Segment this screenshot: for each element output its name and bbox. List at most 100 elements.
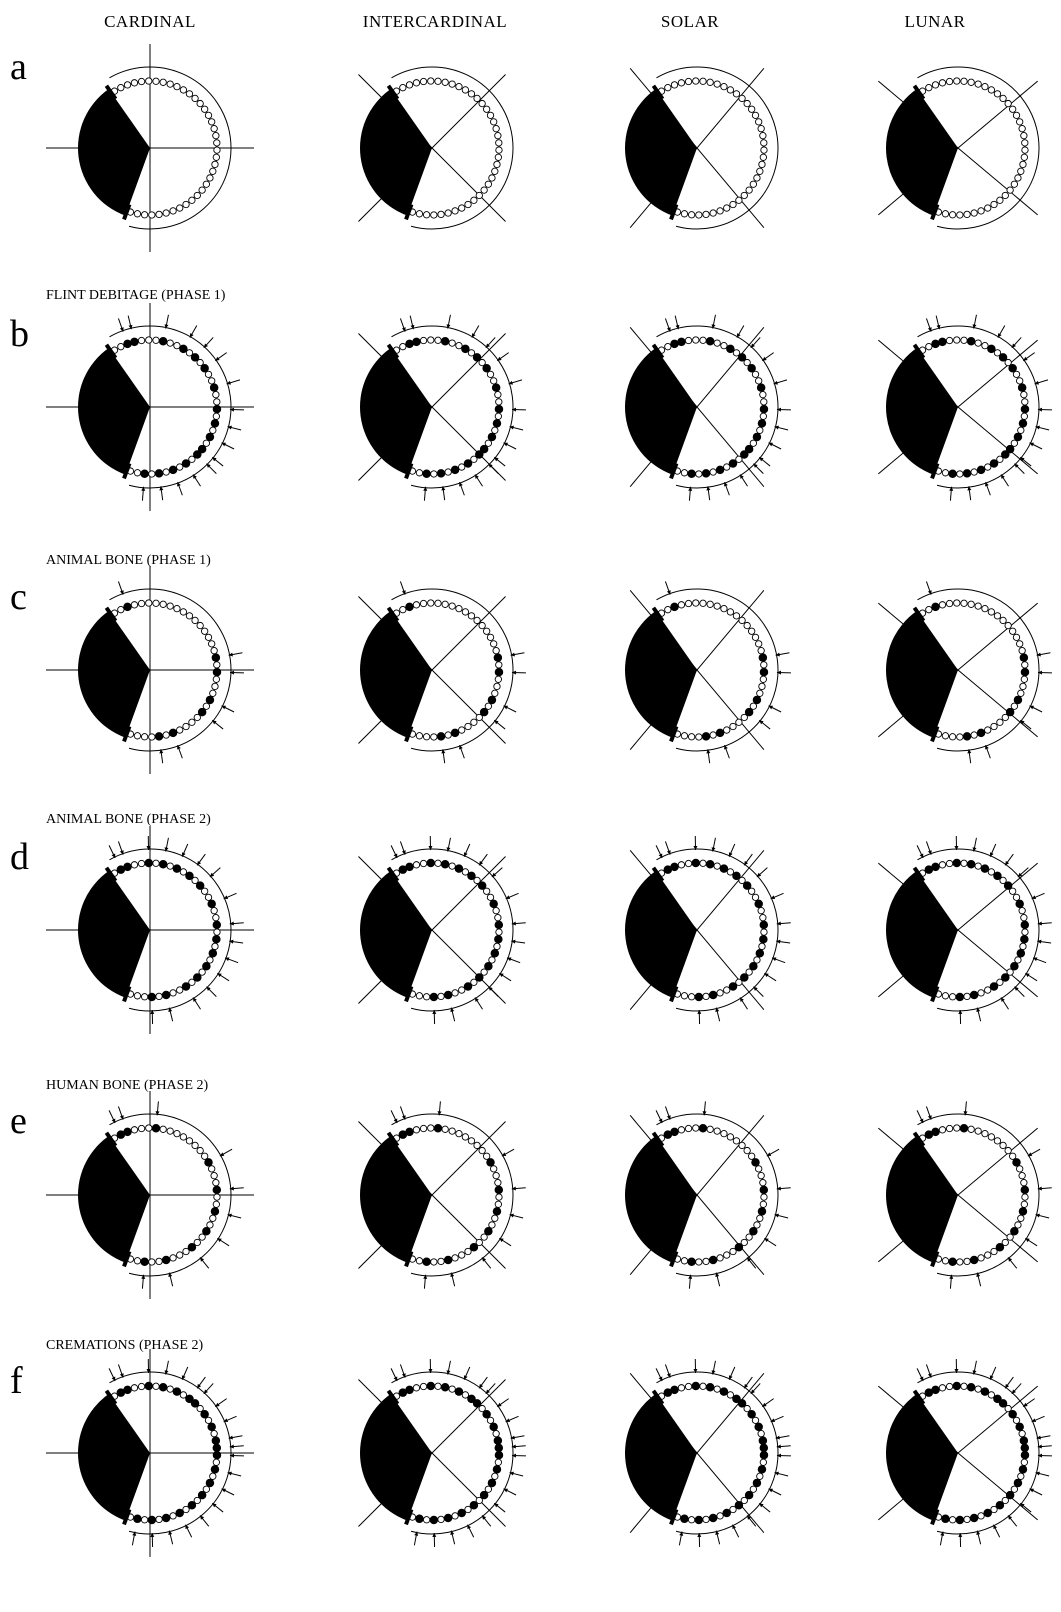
find-arrowhead bbox=[958, 1532, 963, 1538]
post-hole bbox=[1012, 370, 1021, 379]
post-hole bbox=[212, 1179, 220, 1187]
post-hole-with-find bbox=[207, 1422, 216, 1432]
post-hole bbox=[716, 207, 724, 215]
post-hole bbox=[117, 343, 125, 351]
post-hole bbox=[1004, 358, 1012, 367]
diagram-svg bbox=[625, 314, 791, 501]
post-hole-with-find bbox=[687, 1257, 696, 1267]
post-hole bbox=[191, 616, 199, 625]
find-arrowhead bbox=[706, 486, 711, 491]
post-hole bbox=[182, 1247, 190, 1256]
post-hole bbox=[169, 207, 177, 215]
find-arrowhead bbox=[479, 1383, 484, 1389]
post-hole bbox=[684, 599, 693, 608]
post-hole-with-find bbox=[722, 1508, 731, 1518]
post-hole bbox=[478, 1404, 486, 1413]
find-arrowhead bbox=[177, 745, 181, 750]
enclosure-diagram-f-lunar bbox=[843, 1338, 1061, 1568]
post-hole bbox=[953, 336, 961, 344]
post-hole bbox=[941, 992, 950, 1000]
post-hole-with-find bbox=[931, 602, 940, 612]
post-hole-with-find bbox=[467, 1394, 476, 1404]
post-hole bbox=[938, 79, 947, 87]
find-arrowhead bbox=[954, 845, 959, 851]
find-arrowhead bbox=[693, 1368, 698, 1374]
find-arrowhead bbox=[1005, 1383, 1010, 1389]
post-hole bbox=[441, 78, 449, 86]
post-hole bbox=[412, 1126, 421, 1134]
post-hole bbox=[145, 599, 153, 607]
post-hole bbox=[162, 731, 170, 739]
post-hole-with-find bbox=[757, 1465, 767, 1474]
post-hole-with-find bbox=[443, 1513, 453, 1523]
find-arrowhead bbox=[1035, 1213, 1040, 1218]
post-hole-with-find bbox=[489, 1422, 498, 1432]
post-hole bbox=[735, 196, 743, 204]
post-hole bbox=[185, 90, 194, 98]
post-hole-with-find bbox=[747, 1409, 756, 1419]
post-hole-with-find bbox=[962, 469, 972, 478]
post-hole bbox=[726, 1391, 735, 1399]
filled-sector bbox=[886, 348, 958, 475]
post-hole bbox=[981, 83, 989, 91]
post-hole-with-find bbox=[205, 432, 215, 442]
post-hole-with-find bbox=[1008, 1409, 1017, 1419]
post-hole-with-find bbox=[1020, 935, 1029, 944]
find-arrowhead bbox=[223, 1418, 229, 1423]
post-hole-with-find bbox=[202, 1226, 211, 1236]
post-hole bbox=[684, 336, 693, 345]
post-hole bbox=[709, 468, 717, 476]
post-hole bbox=[490, 118, 498, 126]
post-hole bbox=[179, 86, 188, 94]
diagram-svg bbox=[878, 1101, 1052, 1289]
post-hole bbox=[677, 861, 686, 869]
find-arrowhead bbox=[776, 921, 781, 926]
post-hole bbox=[475, 1496, 483, 1505]
post-hole bbox=[202, 180, 211, 188]
post-hole bbox=[419, 336, 428, 345]
terminal-post-1 bbox=[669, 985, 679, 1003]
outer-boundary-arc bbox=[917, 1371, 1040, 1535]
post-hole-with-find bbox=[463, 982, 473, 991]
post-hole-with-find bbox=[489, 899, 498, 909]
post-hole bbox=[684, 77, 693, 86]
find-arrowhead bbox=[958, 1009, 963, 1015]
post-hole-with-find bbox=[998, 1399, 1008, 1408]
post-hole bbox=[188, 978, 196, 986]
find-arrowhead bbox=[762, 1402, 767, 1407]
post-hole bbox=[751, 111, 760, 120]
post-hole bbox=[464, 1505, 472, 1514]
post-hole bbox=[723, 986, 731, 994]
post-hole-with-find bbox=[759, 667, 769, 677]
post-hole bbox=[461, 86, 470, 94]
post-hole bbox=[680, 210, 689, 218]
post-hole bbox=[130, 1384, 139, 1392]
post-hole-with-find bbox=[443, 1255, 453, 1265]
outer-boundary-arc bbox=[109, 588, 232, 752]
post-hole bbox=[1020, 1179, 1028, 1187]
post-hole bbox=[1014, 1221, 1022, 1229]
find-arrowhead bbox=[499, 1238, 504, 1243]
post-hole bbox=[706, 600, 714, 608]
find-arrowhead bbox=[666, 1373, 671, 1378]
post-hole bbox=[169, 1512, 177, 1520]
post-hole bbox=[740, 1496, 748, 1505]
post-hole bbox=[133, 1257, 142, 1265]
find-arrowhead bbox=[1008, 1257, 1013, 1262]
post-hole bbox=[945, 336, 954, 345]
post-hole bbox=[729, 722, 737, 731]
post-hole bbox=[437, 210, 445, 219]
post-hole bbox=[480, 1233, 488, 1241]
post-hole bbox=[758, 160, 766, 169]
post-hole bbox=[484, 702, 493, 710]
post-hole bbox=[999, 94, 1007, 103]
terminal-post-1 bbox=[122, 203, 132, 221]
post-hole bbox=[1001, 1238, 1009, 1247]
find-arrowhead bbox=[503, 705, 509, 710]
post-hole bbox=[938, 1384, 947, 1392]
post-hole bbox=[967, 78, 975, 86]
find-arrowhead bbox=[203, 343, 208, 348]
find-arrowhead bbox=[658, 1376, 663, 1381]
post-hole bbox=[492, 1172, 500, 1180]
post-hole bbox=[193, 1238, 201, 1247]
